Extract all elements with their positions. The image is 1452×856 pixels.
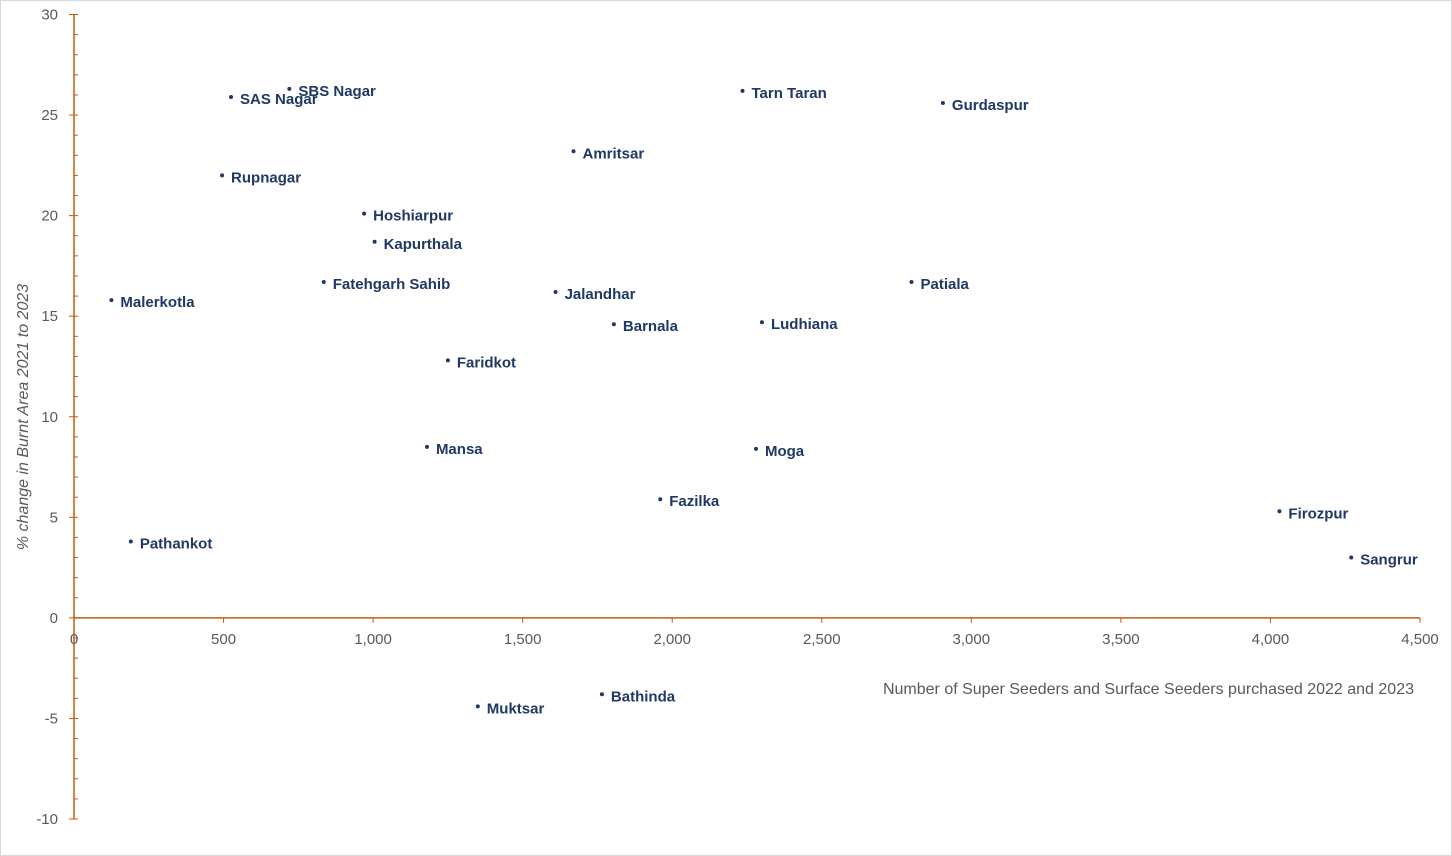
data-point-label: Amritsar — [583, 145, 645, 162]
y-tick-label: 0 — [50, 610, 58, 627]
data-point — [424, 444, 429, 449]
y-axis-major-ticks — [69, 14, 74, 820]
y-tick-label: 15 — [41, 308, 58, 325]
data-point-label: Fatehgarh Sahib — [333, 276, 451, 293]
x-tick-label: 0 — [70, 631, 78, 648]
data-point — [229, 94, 234, 99]
data-point-label: Gurdaspur — [952, 97, 1029, 114]
data-point-label: Fazilka — [669, 493, 720, 510]
y-tick-label: -5 — [45, 710, 58, 727]
data-point — [599, 692, 604, 697]
data-point — [321, 279, 326, 284]
data-point — [658, 497, 663, 502]
data-point — [759, 320, 764, 325]
data-point — [611, 322, 616, 327]
data-point-label: Moga — [765, 443, 805, 460]
data-point-label: Faridkot — [457, 354, 516, 371]
data-point — [740, 88, 745, 93]
x-tick-label: 4,500 — [1401, 631, 1439, 648]
data-point-label: Malerkotla — [120, 294, 195, 311]
data-point-label: Barnala — [623, 318, 679, 335]
x-tick-label: 1,000 — [354, 631, 392, 648]
data-point — [362, 211, 367, 216]
y-tick-label: 30 — [41, 7, 58, 24]
y-axis-tick-labels: 30 25 20 15 10 5 0 -5 -10 — [36, 7, 58, 829]
data-point — [1349, 555, 1354, 560]
y-tick-label: 20 — [41, 208, 58, 225]
data-point — [220, 173, 225, 178]
data-point-label: Ludhiana — [771, 316, 838, 333]
x-axis-ticks — [73, 617, 1421, 623]
x-axis-title: Number of Super Seeders and Surface Seed… — [883, 681, 1414, 698]
x-axis-tick-labels: 0 500 1,000 1,500 2,000 2,500 3,000 3,500 4,000 4… — [70, 631, 1439, 648]
data-point — [287, 86, 292, 91]
data-point — [475, 704, 480, 709]
data-point — [909, 279, 914, 284]
x-tick-label: 2,500 — [803, 631, 841, 648]
data-point — [571, 149, 576, 154]
data-point-label: Kapurthala — [384, 236, 463, 253]
y-tick-label: 25 — [41, 107, 58, 124]
y-tick-label: 10 — [41, 409, 58, 426]
y-axis-title: % change in Burnt Area 2021 to 2023 — [15, 284, 32, 550]
data-point-label: Patiala — [921, 276, 970, 293]
data-point-label: Firozpur — [1288, 505, 1348, 522]
data-point — [940, 100, 945, 105]
data-point-label: SBS Nagar — [298, 83, 376, 100]
x-tick-label: 3,000 — [953, 631, 991, 648]
data-point — [445, 358, 450, 363]
x-tick-label: 2,000 — [653, 631, 691, 648]
data-point-label: Hoshiarpur — [373, 208, 453, 225]
data-point-label: Bathinda — [611, 688, 676, 705]
x-tick-label: 3,500 — [1102, 631, 1140, 648]
data-point — [372, 239, 377, 244]
y-tick-label: -10 — [36, 811, 58, 828]
data-point — [1277, 509, 1282, 514]
data-point — [109, 298, 114, 303]
data-point-label: Muktsar — [487, 700, 545, 717]
x-tick-label: 500 — [211, 631, 236, 648]
data-point — [128, 539, 133, 544]
data-point-label: Pathankot — [140, 535, 213, 552]
data-point-label: SAS Nagar — [240, 91, 318, 108]
data-point-label: Sangrur — [1360, 552, 1418, 569]
data-point — [753, 446, 758, 451]
data-point-label: Tarn Taran — [752, 85, 827, 102]
x-tick-label: 4,000 — [1252, 631, 1290, 648]
data-point-label: Rupnagar — [231, 169, 301, 186]
data-point — [553, 290, 558, 295]
data-points — [109, 86, 1354, 709]
y-tick-label: 5 — [50, 509, 58, 526]
data-point-label: Mansa — [436, 441, 483, 458]
data-point-label: Jalandhar — [565, 286, 636, 303]
x-tick-label: 1,500 — [504, 631, 542, 648]
